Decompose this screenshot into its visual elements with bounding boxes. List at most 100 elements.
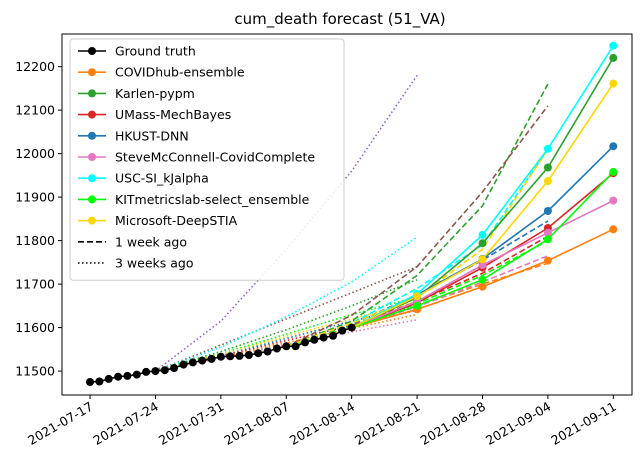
ground-truth-point <box>263 347 272 356</box>
x-tick-label: 2021-08-28 <box>418 399 488 448</box>
forecast-point <box>609 41 618 50</box>
legend-label: UMass-MechBayes <box>115 107 231 122</box>
ground-truth-point <box>254 349 263 358</box>
forecast-point <box>609 167 618 176</box>
legend-marker <box>88 110 96 119</box>
forecast-point <box>543 256 552 265</box>
x-axis: 2021-07-172021-07-242021-07-312021-08-07… <box>25 395 619 448</box>
ground-truth-point <box>114 372 123 381</box>
forecast-point <box>609 53 618 62</box>
forecast-point <box>543 163 552 172</box>
x-tick-label: 2021-09-04 <box>483 399 553 448</box>
legend-marker <box>88 68 96 77</box>
legend-marker <box>88 131 96 140</box>
plot-frame <box>61 33 633 396</box>
y-tick-label: 12100 <box>15 103 55 118</box>
forecast-point <box>543 235 552 244</box>
ground-truth-point <box>132 370 141 379</box>
chart-title: cum_death forecast (51_VA) <box>234 10 445 29</box>
x-tick-label: 2021-09-11 <box>548 399 618 448</box>
ground-truth-point <box>86 378 94 386</box>
x-tick-label: 2021-07-17 <box>25 399 95 448</box>
legend-label: KITmetricslab-select_ensemble <box>115 192 310 207</box>
y-tick-label: 11500 <box>15 364 55 379</box>
ground-truth-point <box>235 351 244 360</box>
legend-marker <box>88 174 96 183</box>
forecast-dashed-line <box>286 83 549 348</box>
legend-label: Microsoft-DeepSTIA <box>115 213 238 228</box>
legend-label: Ground truth <box>115 44 196 59</box>
legend-box <box>69 38 345 281</box>
ground-truth-point <box>272 344 281 353</box>
plot-markers <box>86 41 618 386</box>
ground-truth-point <box>310 335 319 344</box>
forecast-point <box>478 275 487 284</box>
forecast-point <box>543 144 552 153</box>
forecast-point <box>478 255 487 264</box>
y-tick-label: 11700 <box>15 277 55 292</box>
legend-marker <box>88 47 96 55</box>
y-tick-label: 12000 <box>15 146 55 161</box>
ground-truth-point <box>216 352 225 361</box>
x-tick-label: 2021-07-24 <box>91 399 161 448</box>
legend-label: SteveMcConnell-CovidComplete <box>115 150 315 165</box>
ground-truth-point <box>188 358 197 367</box>
ground-truth-point <box>179 360 188 369</box>
forecast-point <box>543 177 552 185</box>
legend-marker <box>88 153 96 161</box>
forecast-point <box>478 261 487 269</box>
legend-label: 3 weeks ago <box>115 256 194 271</box>
ground-truth-point <box>319 333 328 342</box>
ground-truth-point <box>226 352 235 361</box>
ground-truth-point <box>301 338 309 347</box>
ground-truth-point <box>347 323 356 332</box>
ground-truth-point <box>95 377 104 386</box>
x-tick-label: 2021-08-07 <box>221 399 291 448</box>
legend-label: HKUST-DNN <box>115 128 189 143</box>
forecast-dashed-line <box>285 105 549 348</box>
forecast-point <box>609 79 618 88</box>
y-axis: 11500 11600 11700 11800 11900 12000 12100 12200 <box>15 59 62 379</box>
forecast-point <box>609 142 618 151</box>
forecast-point <box>609 196 618 205</box>
y-tick-label: 11600 <box>15 320 55 335</box>
forecast-dotted-line <box>155 278 418 372</box>
ground-truth-point <box>198 356 207 365</box>
y-tick-label: 11800 <box>15 233 55 248</box>
ground-truth-point <box>282 342 291 351</box>
ground-truth-point <box>207 354 216 363</box>
x-tick-label: 2021-07-31 <box>156 399 226 448</box>
ground-truth-point <box>338 326 347 335</box>
y-tick-label: 12200 <box>15 59 55 74</box>
x-tick-label: 2021-08-14 <box>287 399 357 448</box>
forecast-point <box>543 207 552 215</box>
ground-truth-point <box>123 371 132 380</box>
x-tick-label: 2021-08-21 <box>352 399 422 448</box>
forecast-point <box>478 282 487 291</box>
legend-label: 1 week ago <box>115 234 187 249</box>
forecast-dotted-line <box>154 74 418 372</box>
ground-truth-point <box>104 374 113 383</box>
y-tick-label: 11900 <box>15 190 55 205</box>
forecast-point <box>609 225 618 234</box>
legend-label: COVIDhub-ensemble <box>115 65 245 80</box>
legend-marker <box>88 89 96 98</box>
forecast-point <box>413 292 422 301</box>
forecast-dotted-line <box>155 265 418 372</box>
forecast-point <box>413 301 422 310</box>
forecast-point <box>478 230 487 239</box>
forecast-point <box>543 228 552 237</box>
ground-truth-point <box>329 331 337 340</box>
legend-marker <box>88 195 96 204</box>
legend-marker <box>88 216 96 225</box>
ground-truth-point <box>142 367 151 376</box>
legend-label: USC-SI_kJalpha <box>115 171 209 186</box>
forecast-point <box>478 239 487 248</box>
ground-truth-point <box>170 364 179 372</box>
ground-truth-point <box>160 366 169 375</box>
ground-truth-point <box>244 351 253 359</box>
ground-truth-point <box>151 367 160 376</box>
ground-truth-point <box>291 342 300 351</box>
legend-label: Karlen-pypm <box>115 86 195 101</box>
